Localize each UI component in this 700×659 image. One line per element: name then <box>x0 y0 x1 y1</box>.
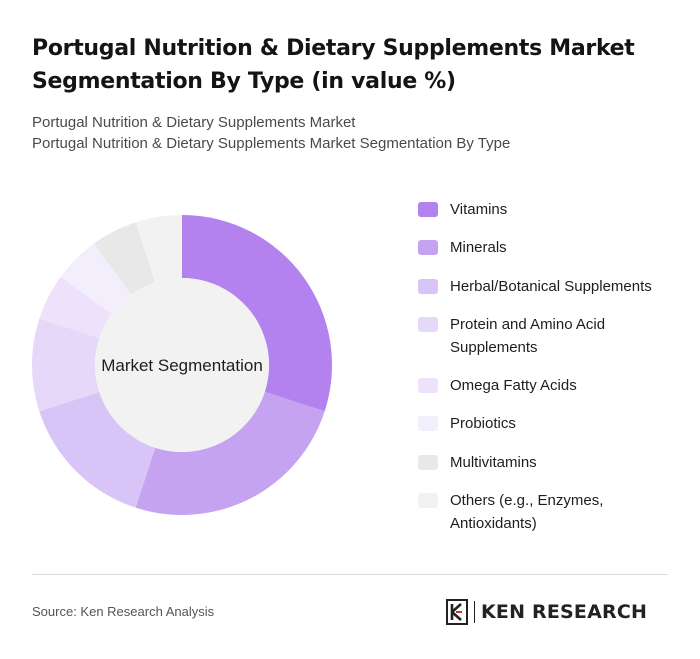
donut-slice-probiotics <box>60 243 131 314</box>
donut-slice-herbal-botanical-supplements <box>39 391 156 508</box>
legend-swatch <box>418 493 438 508</box>
logo-wordmark: KEN RESEARCH <box>481 601 648 623</box>
legend-swatch <box>418 455 438 470</box>
ken-research-logo: KEN RESEARCH <box>446 598 647 626</box>
legend-label: Vitamins <box>450 201 508 218</box>
donut-slice-omega-fatty-acids <box>39 276 112 339</box>
legend-item-protein-and-amino-acid-supplements: Protein and Amino Acid Supplements <box>418 313 680 359</box>
legend-label: Others (e.g., Enzymes, Antioxidants) <box>450 492 604 532</box>
legend-label: Omega Fatty Acids <box>450 377 577 394</box>
chart-title: Portugal Nutrition & Dietary Supplements… <box>32 36 635 94</box>
donut-slice-multivitamins <box>93 222 156 295</box>
legend-item-vitamins: Vitamins <box>418 198 680 221</box>
source-note: Source: Ken Research Analysis <box>32 604 215 619</box>
legend-swatch <box>418 202 438 217</box>
legend-item-minerals: Minerals <box>418 236 680 259</box>
legend-item-herbal-botanical-supplements: Herbal/Botanical Supplements <box>418 275 680 298</box>
subtitle-line-1: Portugal Nutrition & Dietary Supplements… <box>32 114 356 131</box>
logo-separator <box>474 601 475 623</box>
legend-swatch <box>418 416 438 431</box>
ken-research-logo-icon <box>446 599 468 625</box>
donut-chart: Market Segmentation <box>31 215 333 515</box>
donut-slice-vitamins <box>182 215 333 412</box>
donut-slice-protein-and-amino-acid-supplements <box>31 318 100 412</box>
chart-subtitle: Portugal Nutrition & Dietary Supplements… <box>32 112 672 154</box>
legend-item-others-e-g-enzymes-antioxidants: Others (e.g., Enzymes, Antioxidants) <box>418 489 680 535</box>
donut-hole <box>95 278 269 452</box>
legend-swatch <box>418 240 438 255</box>
footer-divider <box>32 574 668 575</box>
legend-item-omega-fatty-acids: Omega Fatty Acids <box>418 374 680 397</box>
legend-label: Herbal/Botanical Supplements <box>450 278 652 295</box>
legend-label: Protein and Amino Acid Supplements <box>450 316 606 356</box>
legend-swatch <box>418 279 438 294</box>
legend-swatch <box>418 317 438 332</box>
legend-item-multivitamins: Multivitamins <box>418 451 680 474</box>
donut-center-label: Market Segmentation <box>101 356 263 375</box>
subtitle-line-2: Portugal Nutrition & Dietary Supplements… <box>32 135 511 152</box>
donut-slice-minerals <box>135 391 325 515</box>
legend-label: Minerals <box>450 239 507 256</box>
legend-label: Probiotics <box>450 415 516 432</box>
legend-swatch <box>418 378 438 393</box>
donut-slices <box>31 215 333 515</box>
legend-item-probiotics: Probiotics <box>418 412 680 435</box>
legend-label: Multivitamins <box>450 454 537 471</box>
donut-slice-others-e-g-enzymes-antioxidants <box>135 215 182 283</box>
